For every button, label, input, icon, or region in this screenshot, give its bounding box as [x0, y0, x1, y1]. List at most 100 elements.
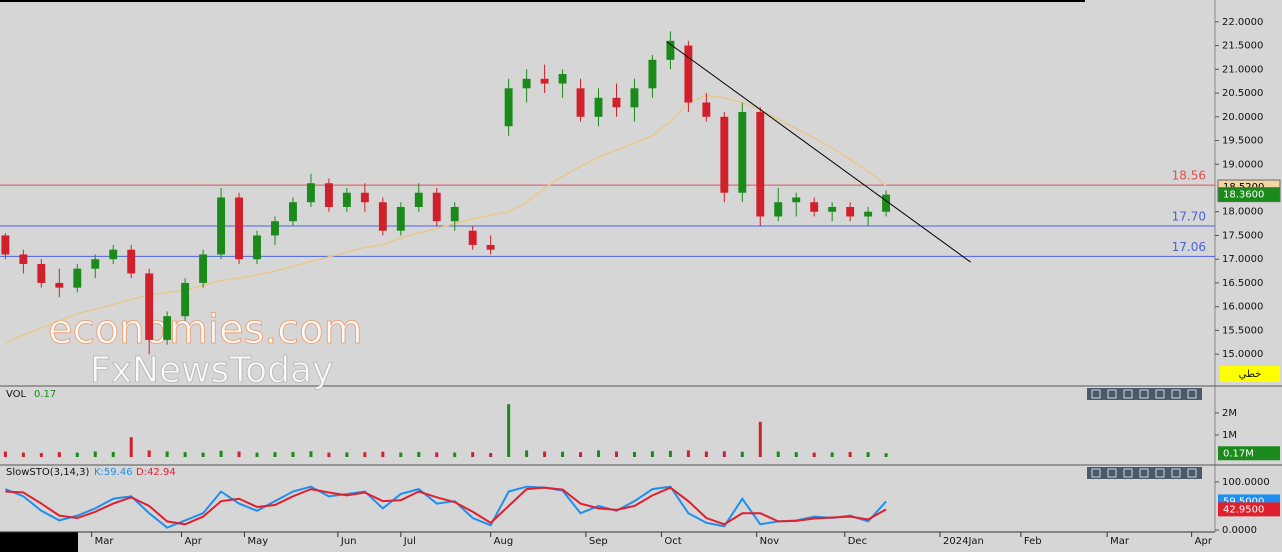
x-tick-label: Apr	[185, 536, 203, 547]
volume-bar	[471, 452, 475, 458]
toolbar-button[interactable]	[1155, 468, 1165, 478]
candle-body	[253, 235, 261, 260]
volume-bar	[219, 450, 223, 458]
y-tick-label: 21.0000	[1222, 64, 1263, 75]
volume-bar	[399, 452, 403, 458]
watermark: economies.com	[48, 307, 363, 353]
x-tick-label: Feb	[1024, 536, 1042, 547]
x-tick-label: Oct	[664, 536, 681, 547]
candle-body	[468, 230, 477, 245]
level-label: 17.06	[1172, 240, 1206, 254]
candle-body	[1, 235, 10, 255]
volume-bar	[111, 451, 115, 458]
candle-body	[486, 244, 495, 250]
candle-body	[324, 183, 333, 207]
candle-body	[774, 202, 783, 217]
panel-value: 0.17	[34, 389, 56, 400]
y-tick-label: 1M	[1222, 430, 1237, 441]
toolbar-button[interactable]	[1091, 468, 1101, 478]
candle-body	[145, 273, 154, 340]
candle-body	[576, 88, 585, 117]
toolbar-button[interactable]	[1107, 468, 1117, 478]
panel-title: SlowSTO(3,14,3)	[6, 467, 89, 478]
toolbar-button[interactable]	[1171, 389, 1181, 399]
price-box-label: 18.3600	[1223, 190, 1264, 201]
toolbar-button[interactable]	[1123, 389, 1133, 399]
candle-body	[648, 59, 657, 89]
toolbar-button[interactable]	[1171, 468, 1181, 478]
stoch-line	[5, 485, 887, 529]
toolbar-button[interactable]	[1187, 389, 1197, 399]
level-label: 18.56	[1172, 169, 1206, 183]
volume-bar	[866, 452, 870, 458]
volume-bar	[309, 451, 313, 458]
x-tick-label: May	[247, 536, 268, 547]
toolbar-button[interactable]	[1187, 468, 1197, 478]
volume-bar	[93, 451, 97, 458]
candle-body	[109, 249, 118, 260]
candle-body	[432, 192, 441, 222]
volume-bar	[722, 451, 726, 458]
toolbar-button[interactable]	[1139, 468, 1149, 478]
volume-bar	[435, 452, 439, 458]
volume-bar	[147, 450, 151, 458]
candle-body	[396, 206, 405, 231]
volume-bar	[614, 451, 618, 458]
volume-bar	[21, 452, 25, 458]
toolbar-button[interactable]	[1091, 389, 1101, 399]
candle-body	[37, 263, 46, 283]
volume-bar	[561, 451, 565, 458]
candle-body	[378, 202, 387, 231]
candle-body	[684, 45, 693, 103]
volume-box-label: 0.17M	[1223, 448, 1254, 459]
candle-body	[73, 268, 82, 288]
candle-body	[271, 221, 279, 236]
volume-bar	[884, 453, 888, 458]
volume-bar	[543, 451, 547, 458]
volume-bar	[201, 452, 205, 458]
stoch-box-label: 42.9500	[1223, 504, 1264, 515]
volume-bar	[507, 404, 511, 458]
candle-body	[342, 192, 351, 207]
toolbar-button[interactable]	[1139, 389, 1149, 399]
candle-body	[702, 102, 711, 117]
y-tick-label: 0.0000	[1222, 525, 1257, 536]
toolbar-button[interactable]	[1155, 389, 1165, 399]
toolbar-button[interactable]	[1107, 389, 1117, 399]
x-tick-label: Jun	[340, 536, 357, 547]
volume-bar	[273, 452, 277, 458]
volume-bar	[129, 437, 133, 458]
y-tick-label: 19.0000	[1222, 159, 1263, 170]
y-tick-label: 15.5000	[1222, 325, 1263, 336]
candle-body	[163, 316, 172, 340]
candle-body	[738, 112, 747, 193]
y-tick-label: 17.5000	[1222, 230, 1263, 241]
candle-body	[235, 197, 243, 260]
candle-body	[828, 206, 837, 212]
candle-body	[756, 112, 765, 217]
volume-bar	[597, 450, 601, 458]
volume-bar	[237, 451, 241, 458]
volume-bar	[417, 451, 421, 458]
y-tick-label: 17.0000	[1222, 254, 1263, 265]
candle-body	[91, 259, 100, 269]
candle-body	[450, 206, 459, 222]
candle-body	[810, 202, 819, 212]
trendline	[666, 41, 971, 263]
volume-bar	[650, 451, 654, 458]
candle-body	[522, 78, 531, 89]
volume-bar	[632, 451, 636, 458]
style-label: خطي	[1239, 369, 1262, 380]
volume-bar	[3, 451, 7, 458]
toolbar-button[interactable]	[1123, 468, 1133, 478]
x-tick-label: 2024Jan	[943, 536, 984, 547]
candle-body	[594, 97, 603, 117]
volume-bar	[291, 451, 295, 458]
watermark: FxNewsToday	[90, 350, 333, 391]
x-tick-label: Nov	[760, 536, 780, 547]
x-tick-label: Jul	[403, 536, 416, 547]
candle-body	[360, 192, 369, 203]
y-tick-label: 20.5000	[1222, 88, 1263, 99]
